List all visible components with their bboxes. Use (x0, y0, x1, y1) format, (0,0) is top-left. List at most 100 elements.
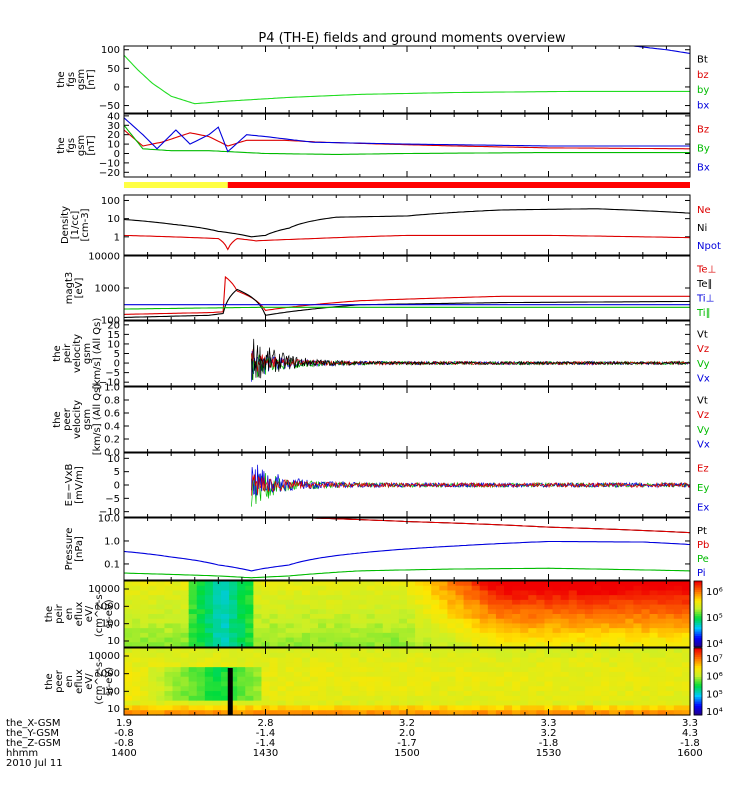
legend-Npot: Npot (697, 241, 721, 252)
spectrogram-cell (172, 700, 182, 707)
spectrogram-cell (552, 642, 562, 648)
ytick-label: 0.4 (104, 422, 120, 433)
xaxis-row-label: hhmm (6, 748, 38, 759)
legend-Ni: Ni (697, 223, 707, 234)
spectrogram-cell (641, 686, 651, 692)
spectrogram-cell (309, 599, 319, 606)
spectrogram-cell (398, 705, 408, 711)
spectrogram-cell (172, 632, 182, 639)
spectrogram-cell (342, 676, 351, 683)
spectrogram-cell (560, 628, 570, 634)
spectrogram-cell (601, 662, 610, 668)
spectrogram-cell (673, 710, 683, 716)
panel-efield-ylabel: E=−VxB [mV/m] (64, 464, 85, 507)
spectrogram-cell (334, 710, 343, 716)
spectrogram-cell (293, 585, 303, 592)
spectrogram-cell (504, 691, 513, 697)
spectrogram-cell (196, 632, 206, 639)
colorbar-cell (694, 672, 702, 676)
spectrogram-cell (487, 628, 497, 634)
spectrogram-cell (164, 623, 174, 629)
spectrogram-cell (253, 637, 263, 643)
spectrogram-cell (301, 676, 311, 683)
spectrogram-cell (560, 662, 570, 668)
spectrogram-cell (124, 614, 133, 620)
spectrogram-cell (172, 614, 182, 620)
spectrogram-cell (423, 632, 432, 639)
spectrogram-cell (455, 695, 465, 702)
spectrogram-cell (487, 700, 497, 707)
spectrogram-cell (512, 595, 521, 601)
spectrogram-cell (326, 705, 335, 711)
spectrogram-cell (334, 705, 343, 711)
spectrogram-cell (495, 590, 505, 596)
spectrogram-cell (463, 662, 473, 668)
spectrogram-cell (269, 590, 279, 596)
spectrogram-cell (342, 648, 351, 654)
spectrogram-cell (253, 628, 263, 634)
spectrogram-cell (196, 628, 206, 634)
spectrogram-cell (641, 637, 651, 643)
spectrogram-cell (164, 604, 174, 610)
spectrogram-cell (665, 662, 675, 668)
spectrogram-cell (609, 686, 618, 692)
ytick-label: 0.8 (104, 396, 120, 407)
spectrogram-cell (285, 585, 295, 592)
legend-Vx: Vx (697, 374, 710, 385)
spectrogram-cell (358, 581, 368, 587)
spectrogram-cell (374, 686, 384, 692)
spectrogram-cell (390, 657, 400, 663)
spectrogram-cell (673, 671, 683, 678)
spectrogram-cell (301, 642, 311, 648)
spectrogram-cell (536, 623, 546, 629)
spectrogram-cell (229, 705, 238, 711)
spectrogram-cell (592, 599, 602, 606)
spectrogram-cell (229, 585, 238, 592)
spectrogram-cell (334, 671, 343, 678)
spectrogram-cell (212, 657, 222, 663)
spectrogram-cell (374, 581, 384, 587)
spectrogram-cell (415, 595, 424, 601)
spectrogram-cell (463, 614, 473, 620)
spectrogram-cell (358, 695, 368, 702)
legend-by: by (697, 85, 709, 96)
spectrogram-cell (140, 604, 149, 610)
spectrogram-cell (536, 599, 546, 606)
spectrogram-cell (415, 695, 424, 702)
spectrogram-cell (221, 581, 230, 587)
spectrogram-cell (673, 705, 683, 711)
spectrogram-cell (617, 623, 626, 629)
spectrogram-cell (124, 671, 133, 678)
spectrogram-cell (560, 710, 570, 716)
spectrogram-cell (358, 632, 368, 639)
spectrogram-cell (681, 637, 691, 643)
spectrogram-cell (366, 637, 376, 643)
spectrogram-cell (601, 585, 610, 592)
spectrogram-cell (188, 595, 198, 601)
spectrogram-cell (471, 614, 481, 620)
spectrogram-cell (528, 681, 537, 687)
spectrogram-cell (673, 691, 683, 697)
spectrogram-cell (172, 623, 182, 629)
spectrogram-cell (204, 618, 214, 625)
spectrogram-cell (132, 681, 141, 687)
spectrogram-cell (245, 632, 254, 639)
spectrogram-cell (576, 642, 586, 648)
spectrogram-cell (148, 681, 157, 687)
spectrogram-cell (253, 604, 263, 610)
spectrogram-cell (398, 637, 408, 643)
spectrogram-cell (245, 686, 254, 692)
spectrogram-cell (447, 581, 457, 587)
spectrogram-cell (366, 590, 376, 596)
spectrogram-cell (649, 637, 659, 643)
spectrogram-cell (455, 599, 465, 606)
spectrogram-cell (633, 667, 643, 673)
spectrogram-cell (471, 710, 481, 716)
spectrogram-cell (625, 595, 634, 601)
spectrogram-cell (277, 585, 287, 592)
ytick-label: 100 (101, 686, 120, 697)
spectrogram-cell (309, 676, 319, 683)
spectrogram-cell (390, 623, 400, 629)
colorbar-cell (694, 642, 702, 646)
spectrogram-cell (423, 604, 432, 610)
